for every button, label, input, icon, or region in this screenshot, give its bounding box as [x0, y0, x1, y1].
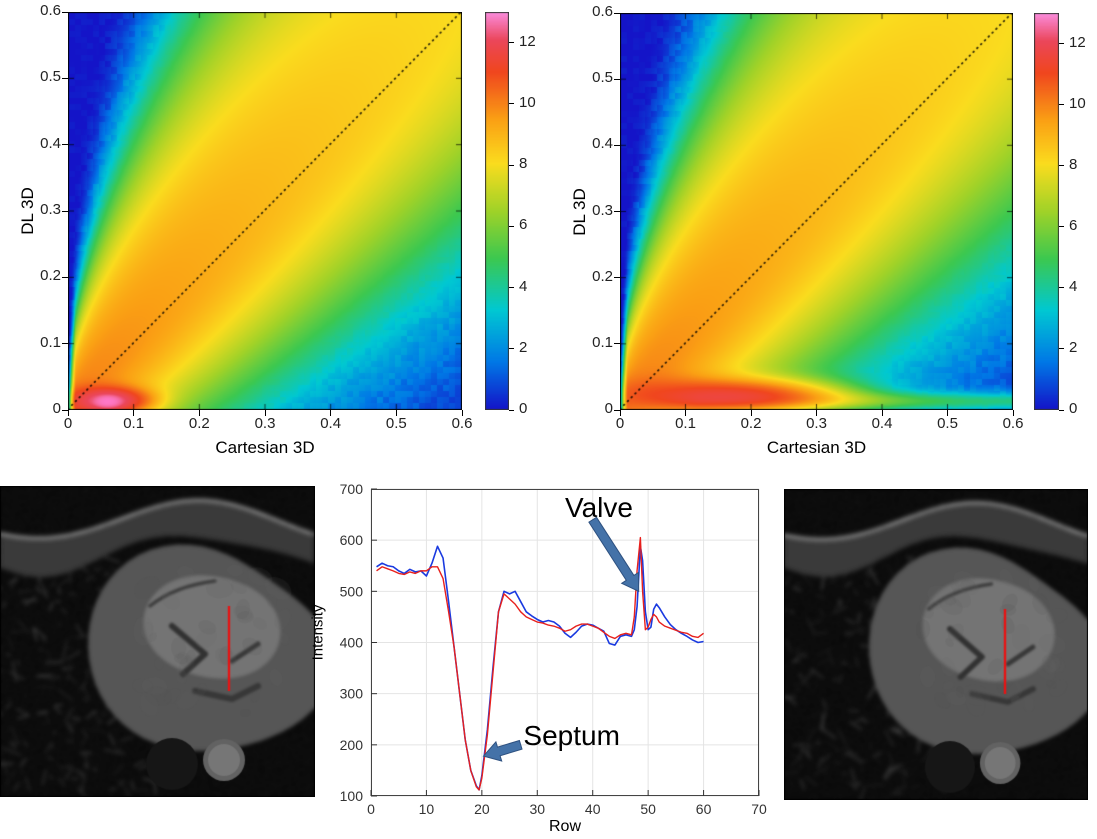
svg-text:600: 600: [340, 532, 364, 548]
svg-text:300: 300: [340, 686, 364, 702]
svg-text:70: 70: [751, 801, 767, 817]
svg-text:50: 50: [640, 801, 656, 817]
svg-text:40: 40: [585, 801, 601, 817]
svg-text:200: 200: [340, 737, 364, 753]
svg-text:700: 700: [340, 481, 364, 497]
svg-text:400: 400: [340, 635, 364, 651]
svg-text:100: 100: [340, 788, 364, 804]
svg-text:500: 500: [340, 583, 364, 599]
svg-text:10: 10: [419, 801, 435, 817]
svg-text:20: 20: [474, 801, 490, 817]
svg-text:0: 0: [367, 801, 375, 817]
svg-text:Valve: Valve: [565, 492, 633, 523]
svg-text:30: 30: [529, 801, 545, 817]
svg-text:60: 60: [696, 801, 712, 817]
svg-text:Septum: Septum: [523, 720, 620, 751]
